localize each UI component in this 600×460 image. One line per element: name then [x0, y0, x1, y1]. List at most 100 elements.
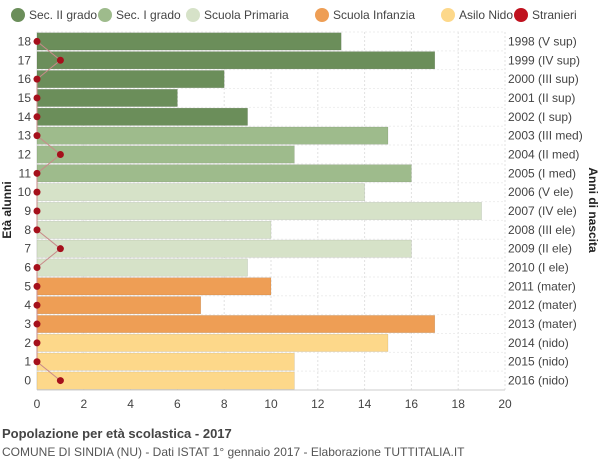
legend-label-2: Scuola Primaria [204, 8, 289, 22]
age-tick-0: 0 [24, 374, 31, 388]
bar-age-15 [36, 89, 178, 107]
bar-age-16 [36, 70, 225, 89]
x-tick-0: 0 [34, 397, 41, 411]
y-axis-title-left: Età alunni [0, 181, 14, 238]
year-tick-14: 2002 (I sup) [508, 110, 572, 124]
bar-age-4 [36, 296, 202, 315]
age-tick-15: 15 [18, 91, 32, 105]
stranieri-point-4 [33, 301, 41, 309]
stranieri-point-2 [33, 339, 41, 347]
year-tick-4: 2012 (mater) [508, 298, 577, 312]
x-tick-6: 12 [311, 397, 325, 411]
age-tick-11: 11 [19, 166, 32, 180]
stranieri-point-8 [33, 226, 41, 234]
stranieri-point-11 [33, 169, 41, 177]
x-tick-8: 16 [405, 397, 419, 411]
legend-swatch-4 [441, 8, 455, 22]
year-tick-12: 2004 (II med) [508, 147, 579, 161]
stranieri-point-7 [56, 245, 64, 253]
age-tick-13: 13 [18, 129, 32, 143]
legend-label-4: Asilo Nido [459, 8, 513, 22]
year-tick-9: 2007 (IV ele) [508, 204, 577, 218]
chart: Sec. II grado Sec. I grado Scuola Primaria… [0, 8, 600, 411]
year-tick-3: 2013 (mater) [508, 317, 577, 331]
bar-age-5 [36, 277, 272, 296]
legend-label-3: Scuola Infanzia [333, 8, 415, 22]
year-tick-10: 2006 (V ele) [508, 185, 573, 199]
age-tick-9: 9 [24, 204, 31, 218]
legend-swatch-1 [98, 8, 112, 22]
bar-age-8 [36, 220, 272, 239]
bar-age-11 [36, 164, 412, 183]
bar-age-17 [36, 51, 436, 70]
legend-swatch-5 [514, 8, 528, 22]
age-tick-1: 1 [24, 355, 31, 369]
stranieri-series [33, 37, 64, 385]
year-tick-1: 2015 (nido) [508, 355, 569, 369]
year-tick-16: 2000 (III sup) [508, 72, 579, 86]
year-tick-18: 1998 (V sup) [508, 34, 577, 48]
age-tick-7: 7 [24, 242, 31, 256]
legend-swatch-3 [315, 8, 329, 22]
age-tick-8: 8 [24, 223, 31, 237]
age-tick-5: 5 [24, 279, 31, 293]
bar-age-1 [36, 352, 295, 371]
age-tick-16: 16 [18, 72, 32, 86]
x-tick-4: 8 [221, 397, 228, 411]
stranieri-point-9 [33, 207, 41, 215]
legend: Sec. II grado Sec. I grado Scuola Primaria… [11, 8, 577, 22]
stranieri-point-10 [33, 188, 41, 196]
legend-label-0: Sec. II grado [29, 8, 97, 22]
age-tick-18: 18 [18, 34, 32, 48]
bar-age-14 [36, 107, 248, 126]
x-tick-7: 14 [358, 397, 372, 411]
x-tick-labels: 0 2 4 6 8 10 12 14 16 18 20 [34, 397, 512, 411]
grid [36, 31, 506, 391]
y-axis-title-right: Anni di nascita [586, 167, 600, 253]
legend-swatch-2 [186, 8, 200, 22]
x-tick-9: 18 [452, 397, 466, 411]
stranieri-point-14 [33, 113, 41, 121]
stranieri-point-3 [33, 320, 41, 328]
year-tick-6: 2010 (I ele) [508, 261, 569, 275]
bar-age-7 [36, 239, 412, 258]
age-tick-10: 10 [18, 185, 32, 199]
stranieri-point-1 [33, 358, 41, 366]
stranieri-point-5 [33, 282, 41, 290]
stranieri-point-6 [33, 264, 41, 272]
chart-title: Popolazione per età scolastica - 2017 [2, 426, 232, 441]
age-tick-4: 4 [24, 298, 31, 312]
year-tick-17: 1999 (IV sup) [508, 53, 580, 67]
bar-age-3 [36, 315, 436, 333]
stranieri-point-18 [33, 37, 41, 45]
x-tick-2: 4 [127, 397, 134, 411]
bar-age-2 [36, 333, 389, 352]
legend-label-5: Stranieri [532, 8, 577, 22]
x-tick-10: 20 [498, 397, 512, 411]
year-tick-0: 2016 (nido) [508, 374, 569, 388]
stranieri-point-13 [33, 132, 41, 140]
age-tick-12: 12 [18, 147, 32, 161]
year-tick-labels: 1998 (V sup) 1999 (IV sup) 2000 (III sup) 2… [508, 34, 583, 387]
age-tick-14: 14 [18, 110, 32, 124]
stranieri-point-17 [56, 56, 64, 64]
stranieri-point-16 [33, 75, 41, 83]
legend-swatch-0 [11, 8, 25, 22]
year-tick-15: 2001 (II sup) [508, 91, 575, 105]
age-tick-3: 3 [24, 317, 31, 331]
year-tick-8: 2008 (III ele) [508, 223, 575, 237]
stranieri-point-0 [56, 377, 64, 385]
bar-age-10 [36, 183, 365, 202]
legend-label-1: Sec. I grado [116, 8, 181, 22]
year-tick-13: 2003 (III med) [508, 129, 583, 143]
stranieri-point-15 [33, 94, 41, 102]
bar-age-13 [36, 126, 389, 145]
year-tick-2: 2014 (nido) [508, 336, 569, 350]
bar-age-12 [36, 145, 295, 164]
bar-age-18 [36, 32, 342, 51]
year-tick-5: 2011 (mater) [508, 279, 576, 293]
age-tick-2: 2 [24, 336, 31, 350]
age-tick-17: 17 [18, 53, 32, 67]
x-tick-3: 6 [174, 397, 181, 411]
